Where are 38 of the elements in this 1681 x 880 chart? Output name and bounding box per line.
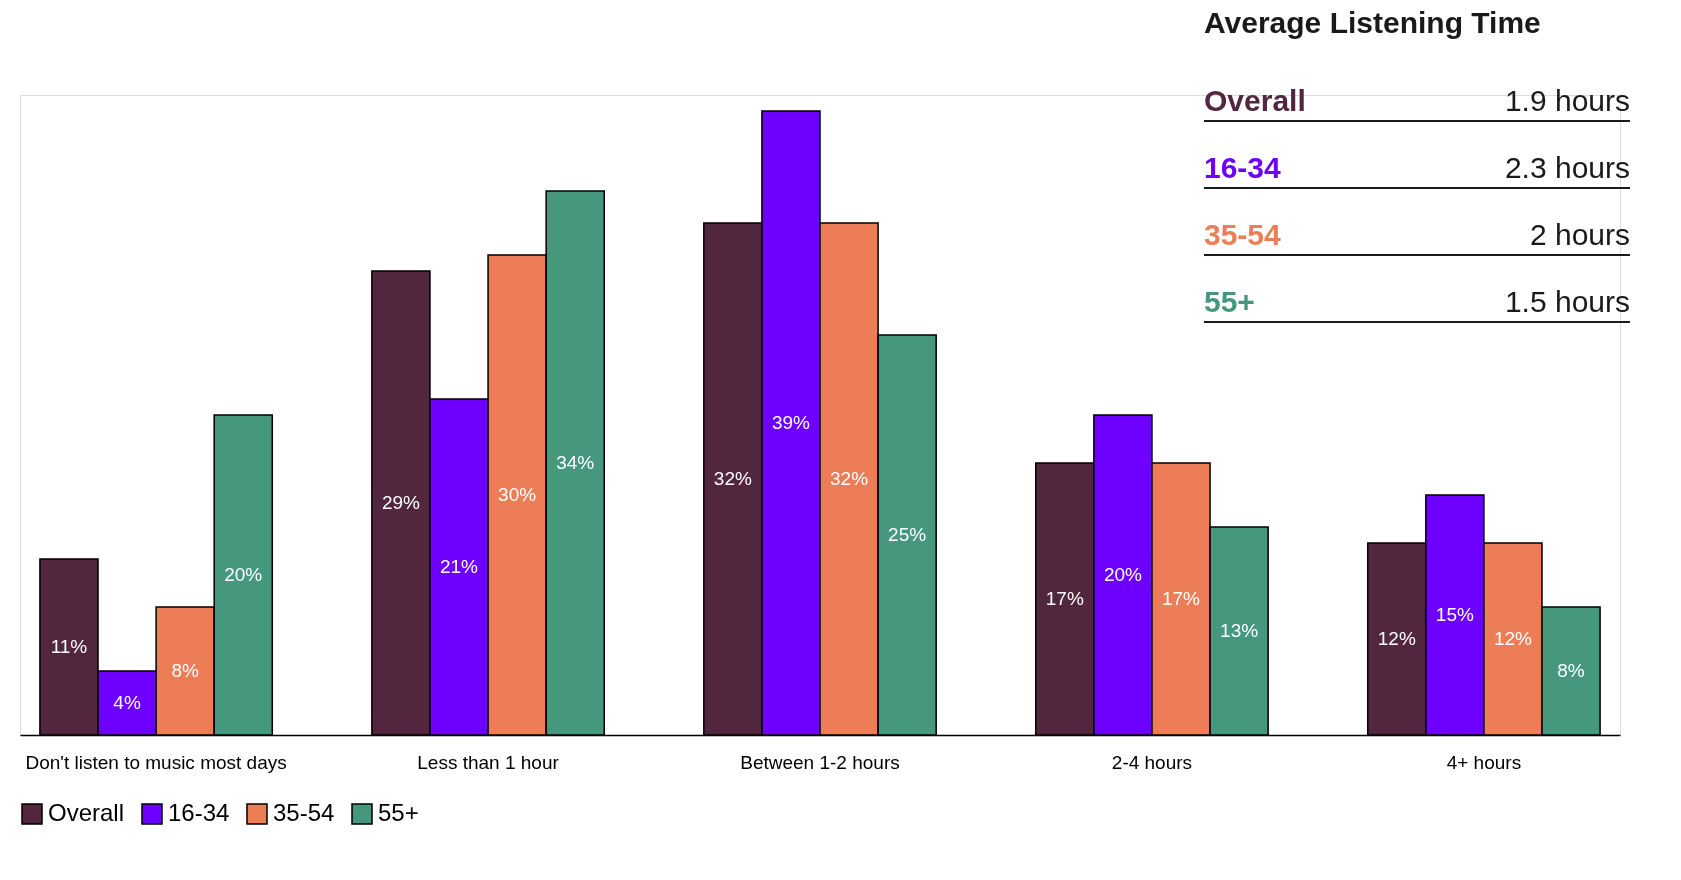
data-label: 8% <box>1557 660 1585 681</box>
data-label: 12% <box>1493 628 1533 649</box>
annotation: 1.5 hours <box>1504 285 1630 318</box>
data-label: 20% <box>1103 564 1143 585</box>
data-label: 25% <box>888 524 927 545</box>
x-tick-label: Less than 1 hour <box>417 751 560 773</box>
annotation: 35-54 <box>1204 218 1282 251</box>
data-label: 15% <box>1435 604 1474 625</box>
x-tick-label: 4+ hours <box>1446 751 1522 773</box>
data-label: 13% <box>1220 620 1259 641</box>
legend-label: Overall <box>48 799 125 826</box>
annotation: 2 hours <box>1529 218 1630 251</box>
data-label: 17% <box>1161 588 1201 609</box>
annotation: 1.9 hours <box>1504 84 1630 117</box>
data-label: 17% <box>1045 588 1084 609</box>
annotation: 16-34 <box>1204 151 1282 184</box>
data-label: 32% <box>830 468 869 489</box>
annotation: Overall <box>1204 84 1306 117</box>
data-label: 39% <box>771 412 811 433</box>
legend-label: 16-34 <box>168 799 230 826</box>
data-label: 30% <box>498 484 537 505</box>
data-label: 21% <box>439 556 479 577</box>
x-tick-label: Between 1-2 hours <box>740 751 900 773</box>
annotation: 55+ <box>1204 285 1255 318</box>
data-label: 11% <box>50 636 88 657</box>
legend-label: 55+ <box>378 799 419 826</box>
data-label: 20% <box>224 564 263 585</box>
data-label: 34% <box>556 452 595 473</box>
data-label: 4% <box>113 692 141 713</box>
data-label: 32% <box>713 468 752 489</box>
annotation: 2.3 hours <box>1504 151 1630 184</box>
data-label: 8% <box>171 660 199 681</box>
data-label: 12% <box>1377 628 1416 649</box>
data-label: 29% <box>381 492 421 513</box>
text: Average Listening Time <box>1204 6 1541 39</box>
legend-label: 35-54 <box>273 799 335 826</box>
x-tick-label: 2-4 hours <box>1111 751 1193 773</box>
x-tick-label: Don't listen to music most days <box>25 751 287 773</box>
